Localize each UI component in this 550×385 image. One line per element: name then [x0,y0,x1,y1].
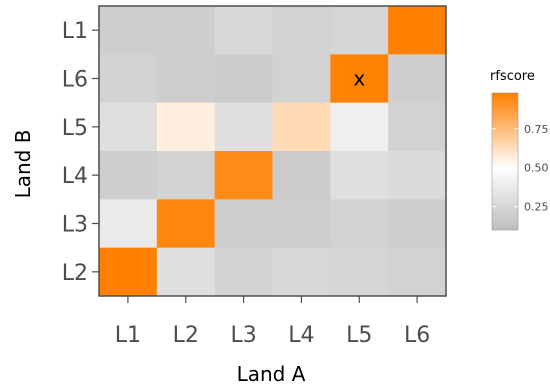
x-axis-ticks: L1 L2 L3 L4 L5 L6 [115,296,430,348]
heatmap-cell [388,6,447,55]
heatmap-cell [214,54,273,103]
y-tick-label: L2 [62,261,88,286]
heatmap-cell [272,151,331,200]
x-tick-label: L4 [288,323,314,348]
legend-ticks: 0.25 0.50 0.75 [492,123,549,214]
panel-border [98,5,447,297]
legend-colorbar [491,92,519,231]
cell-annotation: x [353,67,365,91]
cell-annotations: x [353,67,365,91]
heatmap-cell [272,6,331,55]
heatmap-cell [330,151,389,200]
heatmap-cell [330,54,389,103]
x-tick-label: L3 [230,323,256,348]
x-tick-label: L1 [115,323,141,348]
x-tick-label: L2 [173,323,199,348]
y-axis-ticks: L1 L6 L5 L4 L3 L2 [62,19,99,286]
y-tick-label: L1 [62,19,88,44]
y-tick-label: L3 [62,213,88,238]
heatmap-cell [272,247,331,297]
color-legend: rfscore 0.25 0.50 0.75 [490,69,549,231]
heatmap-cell [99,151,158,200]
y-tick-label: L6 [62,68,88,93]
heatmap-cell [214,151,273,200]
x-axis-title: Land A [237,362,306,385]
heatmap-cell [330,6,389,55]
heatmap-cell [156,54,215,103]
heatmap-cell [214,6,273,55]
heatmap-cell [388,54,447,103]
heatmap-cell [388,102,447,152]
heatmap-cell [214,102,273,152]
heatmap-cell [99,199,158,248]
y-axis-title: Land B [11,130,35,199]
heatmap-cell [330,247,389,297]
heatmap-cell [99,247,158,297]
heatmap-cell [388,247,447,297]
heatmap-cell [156,6,215,55]
heatmap-cell [99,102,158,152]
legend-tick-label: 0.50 [524,162,549,175]
y-tick-label: L4 [62,164,88,189]
heatmap-cell [330,102,389,152]
heatmap-cell [156,199,215,248]
heatmap-cell [214,247,273,297]
heatmap-cell [388,199,447,248]
legend-title: rfscore [490,69,535,84]
heatmap-cell [156,151,215,200]
x-tick-label: L5 [346,323,372,348]
heatmap-cell [272,199,331,248]
heatmap-cell [156,102,215,152]
heatmap-cell [99,6,158,55]
legend-tick-label: 0.75 [524,123,549,136]
y-tick-label: L5 [62,116,88,141]
x-tick-label: L6 [404,323,430,348]
legend-tick-label: 0.25 [524,201,549,214]
heatmap-cell [214,199,273,248]
heatmap-cell [272,102,331,152]
heatmap-cell [330,199,389,248]
heatmap-cell [388,151,447,200]
heatmap-cell [272,54,331,103]
heatmap-cell [156,247,215,297]
heatmap-cell [99,54,158,103]
heatmap-cells [99,6,447,297]
